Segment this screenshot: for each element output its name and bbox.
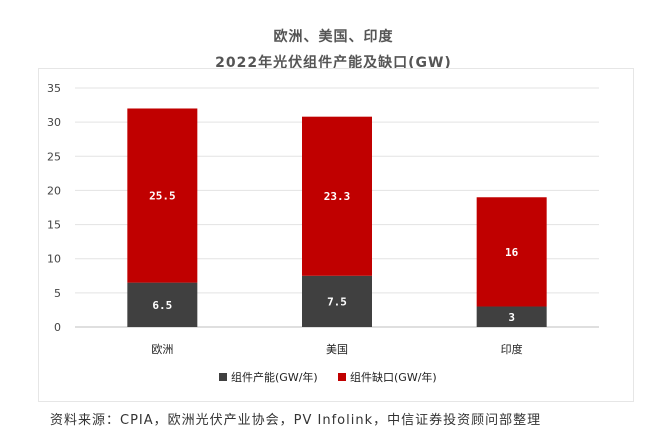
source-note: 资料来源：CPIA，欧洲光伏产业协会，PV Infolink，中信证券投资顾问部…: [50, 413, 542, 428]
y-tick-label: 5: [54, 287, 61, 300]
data-label: 6.5: [152, 299, 172, 312]
data-label: 25.5: [149, 190, 176, 203]
y-tick-label: 15: [47, 219, 61, 232]
chart-title-line2: 2022年光伏组件产能及缺口(GW): [215, 55, 452, 71]
bar-segment: [476, 306, 547, 327]
bar-segment: [302, 116, 372, 276]
y-tick-label: 25: [47, 150, 61, 163]
bar-segment: [127, 282, 198, 327]
y-tick-label: 30: [47, 116, 61, 129]
bar-segment: [127, 108, 198, 283]
data-label: 16: [505, 246, 519, 259]
y-tick-label: 10: [47, 253, 61, 266]
data-label: 3: [508, 311, 515, 324]
x-category-label: 欧洲: [151, 343, 173, 356]
legend-label: 组件缺口(GW/年): [350, 370, 437, 384]
data-label: 23.3: [324, 190, 351, 203]
legend-swatch: [338, 373, 346, 381]
x-category-label: 印度: [501, 342, 523, 356]
chart-title-line1: 欧洲、美国、印度: [273, 29, 394, 45]
x-category-label: 美国: [326, 343, 348, 356]
y-tick-label: 35: [47, 82, 61, 95]
legend-label: 组件产能(GW/年): [231, 370, 318, 384]
y-tick-label: 20: [47, 184, 61, 197]
y-tick-label: 0: [54, 321, 61, 334]
bar-segment: [302, 275, 372, 327]
legend-swatch: [219, 373, 227, 381]
bar-segment: [476, 197, 547, 307]
chart-frame: 0 5 10 15 20 25 30 35 6.5 25.5 欧洲 7.5 23.3 美国 3 16 印度组件产…: [38, 68, 634, 402]
data-label: 7.5: [327, 295, 347, 308]
stacked-bar-chart: 0 5 10 15 20 25 30 35 6.5 25.5 欧洲 7.5 23.3 美国 3 16 印度组件产…: [47, 82, 599, 384]
